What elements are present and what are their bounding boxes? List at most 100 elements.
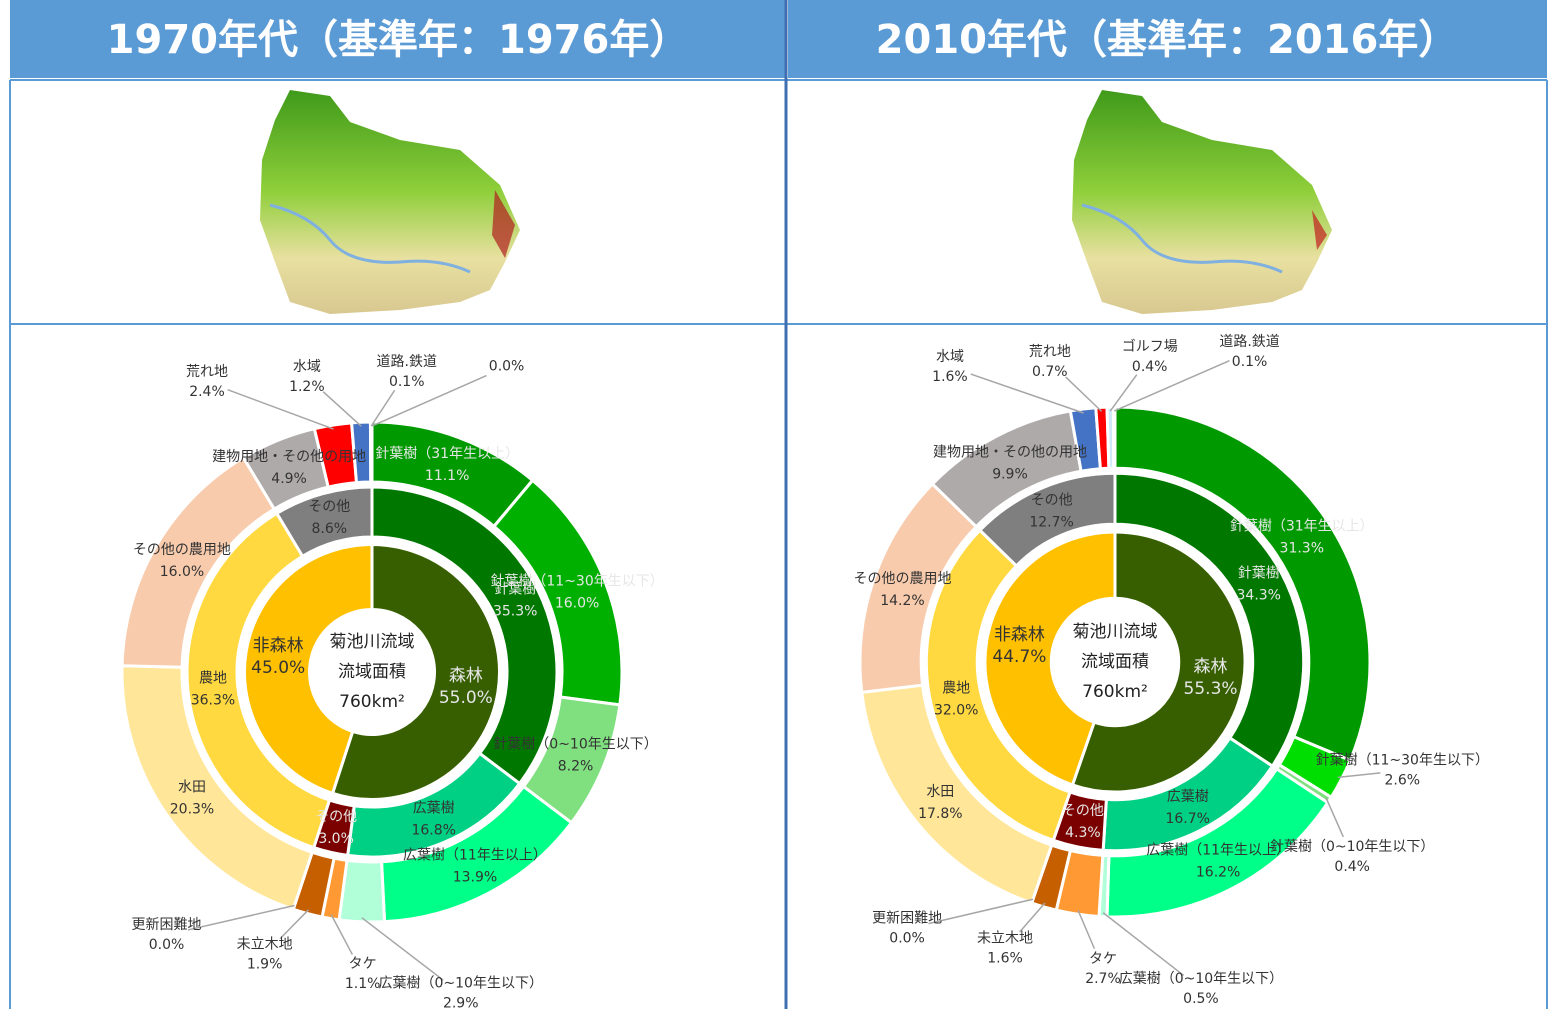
leader-line	[971, 374, 1084, 413]
value-label: 0.4%	[1334, 859, 1370, 875]
segment-label: 水田	[178, 780, 206, 796]
value-label: 17.8%	[918, 806, 962, 822]
leader-line	[929, 899, 1033, 923]
segment-label: 未立木地	[237, 936, 293, 952]
value-label: 13.9%	[453, 869, 497, 885]
value-label: 1.6%	[932, 369, 968, 385]
segment-label: 広葉樹（0~10年生以下）	[1119, 971, 1283, 987]
value-label: 16.8%	[411, 823, 455, 839]
segment-label: 農地	[199, 671, 227, 687]
segment-label: 広葉樹（11年生以上）	[403, 847, 547, 863]
segment-label: その他	[315, 809, 357, 825]
center-text: 流域面積	[1081, 652, 1149, 672]
value-label: 55.0%	[439, 688, 493, 708]
value-label: 1.1%	[345, 976, 381, 992]
center-text: 菊池川流域	[330, 632, 415, 652]
value-label: 31.3%	[1280, 541, 1324, 557]
segment-label: 水田	[926, 784, 954, 800]
segment-label: 建物用地・その他の用地	[212, 449, 366, 465]
segment-label: その他の農用地	[133, 542, 231, 558]
value-label: 1.6%	[987, 951, 1023, 967]
panel-title: 1970年代（基準年：1976年）	[107, 17, 690, 63]
segment-label: ゴルフ場	[1122, 338, 1178, 355]
segment-label: 広葉樹（0~10年生以下）	[379, 976, 543, 992]
value-label: 20.3%	[170, 802, 214, 818]
segment-label: 荒れ地	[186, 364, 228, 380]
value-label: 2.6%	[1385, 772, 1421, 788]
value-label: 9.9%	[992, 467, 1028, 483]
segment-label: 針葉樹（31年生以上）	[1230, 519, 1374, 535]
leader-line	[280, 910, 309, 939]
leader-line	[1020, 903, 1045, 932]
segment-label: 農地	[942, 681, 970, 697]
value-label: 0.0%	[149, 937, 185, 953]
map-image	[1072, 90, 1332, 314]
center-text: 760km²	[339, 692, 405, 712]
value-label: 2.4%	[189, 384, 225, 400]
figure: 1970年代（基準年：1976年） 2010年代（基準年：2016年） 森林55…	[0, 0, 1549, 1009]
value-label: 0.5%	[1183, 991, 1219, 1007]
center-text: 流域面積	[338, 662, 406, 682]
center-text: 760km²	[1082, 682, 1148, 702]
value-label: 8.2%	[558, 759, 594, 775]
value-label: 8.6%	[312, 521, 348, 537]
segment-label: 森林	[449, 666, 483, 686]
value-label: 0.1%	[389, 374, 425, 390]
segment-label: 針葉樹	[1238, 566, 1280, 582]
value-label: 12.7%	[1029, 515, 1073, 531]
leader-line	[188, 905, 295, 929]
value-label: 34.3%	[1237, 588, 1281, 604]
segment-label: 道路.鉄道	[377, 354, 437, 370]
segment-label: 針葉樹（0~10年生以下）	[1270, 839, 1434, 855]
value-label: 0.0%	[489, 359, 525, 375]
value-label: 35.3%	[493, 604, 537, 620]
ring-segment	[1113, 407, 1115, 468]
value-label: 36.3%	[191, 693, 235, 709]
leader-line	[1110, 375, 1136, 411]
value-label: 1.9%	[247, 956, 283, 972]
segment-label: 非森林	[253, 636, 304, 656]
segment-label: 未立木地	[977, 931, 1033, 947]
segment-label: 針葉樹（11~30年生以下）	[1316, 752, 1489, 768]
value-label: 4.9%	[271, 471, 307, 487]
page: {"chart_data": [ {"type": "sunburst", "t…	[0, 0, 1549, 1009]
value-label: 16.0%	[555, 595, 599, 611]
value-label: 55.3%	[1184, 679, 1238, 699]
value-label: 3.0%	[318, 831, 354, 847]
value-label: 32.0%	[934, 703, 978, 719]
segment-label: 針葉樹（31年生以上）	[375, 446, 519, 462]
value-label: 11.1%	[425, 468, 469, 484]
value-label: 4.3%	[1065, 825, 1101, 841]
value-label: 0.7%	[1032, 364, 1068, 380]
segment-label: タケ	[349, 956, 377, 972]
segment-label: 更新困難地	[872, 911, 942, 927]
value-label: 1.2%	[289, 379, 325, 395]
panel-title: 2010年代（基準年：2016年）	[876, 17, 1459, 63]
value-label: 0.1%	[1232, 354, 1268, 370]
segment-label: タケ	[1089, 951, 1117, 967]
segment-label: 森林	[1194, 657, 1228, 677]
segment-label: 水域	[936, 349, 964, 365]
segment-label: 建物用地・その他の用地	[933, 445, 1087, 461]
segment-label: 広葉樹	[413, 801, 455, 817]
segment-label: 荒れ地	[1029, 344, 1071, 360]
center-text: 菊池川流域	[1073, 622, 1158, 642]
value-label: 0.0%	[889, 931, 925, 947]
leader-line	[228, 390, 334, 429]
segment-label: 更新困難地	[132, 917, 202, 933]
map-image	[260, 90, 520, 314]
segment-label: 水域	[293, 359, 321, 375]
value-label: 2.9%	[443, 996, 479, 1009]
segment-label: 針葉樹（0~10年生以下）	[493, 737, 657, 753]
value-label: 16.7%	[1165, 811, 1209, 827]
leader-line	[1066, 377, 1102, 411]
segment-label: その他	[1062, 803, 1104, 819]
leader-line	[1326, 798, 1343, 837]
value-label: 2.7%	[1085, 971, 1121, 987]
segment-label: その他の農用地	[853, 571, 951, 587]
segment-label: その他	[1031, 493, 1073, 509]
segment-label: その他	[308, 499, 350, 515]
segment-label: 道路.鉄道	[1219, 334, 1279, 350]
value-label: 44.7%	[992, 647, 1046, 667]
value-label: 16.0%	[160, 564, 204, 580]
